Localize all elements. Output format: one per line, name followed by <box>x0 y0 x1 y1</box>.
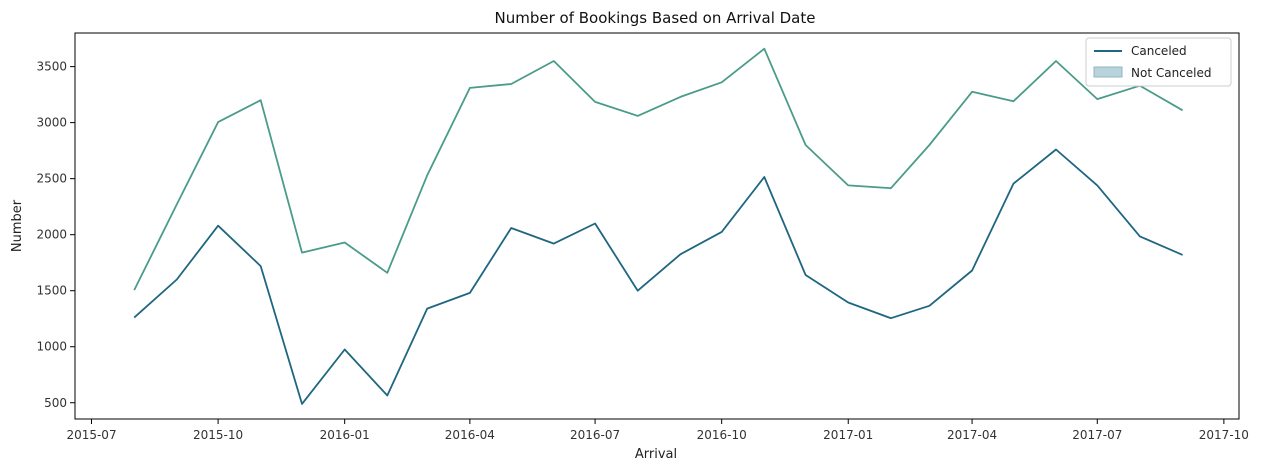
x-tick-label: 2016-04 <box>445 428 495 442</box>
legend-label-not-canceled: Not Canceled <box>1131 66 1212 80</box>
y-tick-label: 1000 <box>36 340 67 354</box>
y-tick-label: 1500 <box>36 284 67 298</box>
x-tick-label: 2017-10 <box>1199 428 1249 442</box>
x-tick-label: 2017-04 <box>947 428 997 442</box>
series-line-not-canceled <box>133 47 1184 291</box>
y-axis-label: Number <box>10 199 25 252</box>
y-tick-label: 2500 <box>36 172 67 186</box>
series-line-canceled <box>133 148 1183 405</box>
y-tick-label: 500 <box>44 396 67 410</box>
y-tick-label: 3000 <box>36 116 67 130</box>
x-tick-label: 2017-07 <box>1072 428 1122 442</box>
legend-patch-not-canceled <box>1093 66 1123 78</box>
legend: Canceled Not Canceled <box>1085 37 1232 87</box>
chart-title: Number of Bookings Based on Arrival Date <box>495 9 816 27</box>
series-layer <box>133 47 1184 405</box>
legend-label-canceled: Canceled <box>1131 44 1187 58</box>
y-tick-label: 3500 <box>36 60 67 74</box>
axis-ticks: 2015-07 2015-10 2016-01 2016-04 2016-07 2016-… <box>36 60 1248 442</box>
x-axis-label: Arrival <box>635 447 677 462</box>
x-tick-label: 2015-07 <box>66 428 116 442</box>
x-tick-label: 2016-07 <box>570 428 620 442</box>
y-tick-label: 2000 <box>36 228 67 242</box>
x-tick-label: 2017-01 <box>823 428 873 442</box>
plot-area <box>74 32 1240 420</box>
x-tick-label: 2015-10 <box>193 428 243 442</box>
x-tick-label: 2016-10 <box>697 428 747 442</box>
x-tick-label: 2016-01 <box>320 428 370 442</box>
plot-frame <box>74 32 1240 420</box>
